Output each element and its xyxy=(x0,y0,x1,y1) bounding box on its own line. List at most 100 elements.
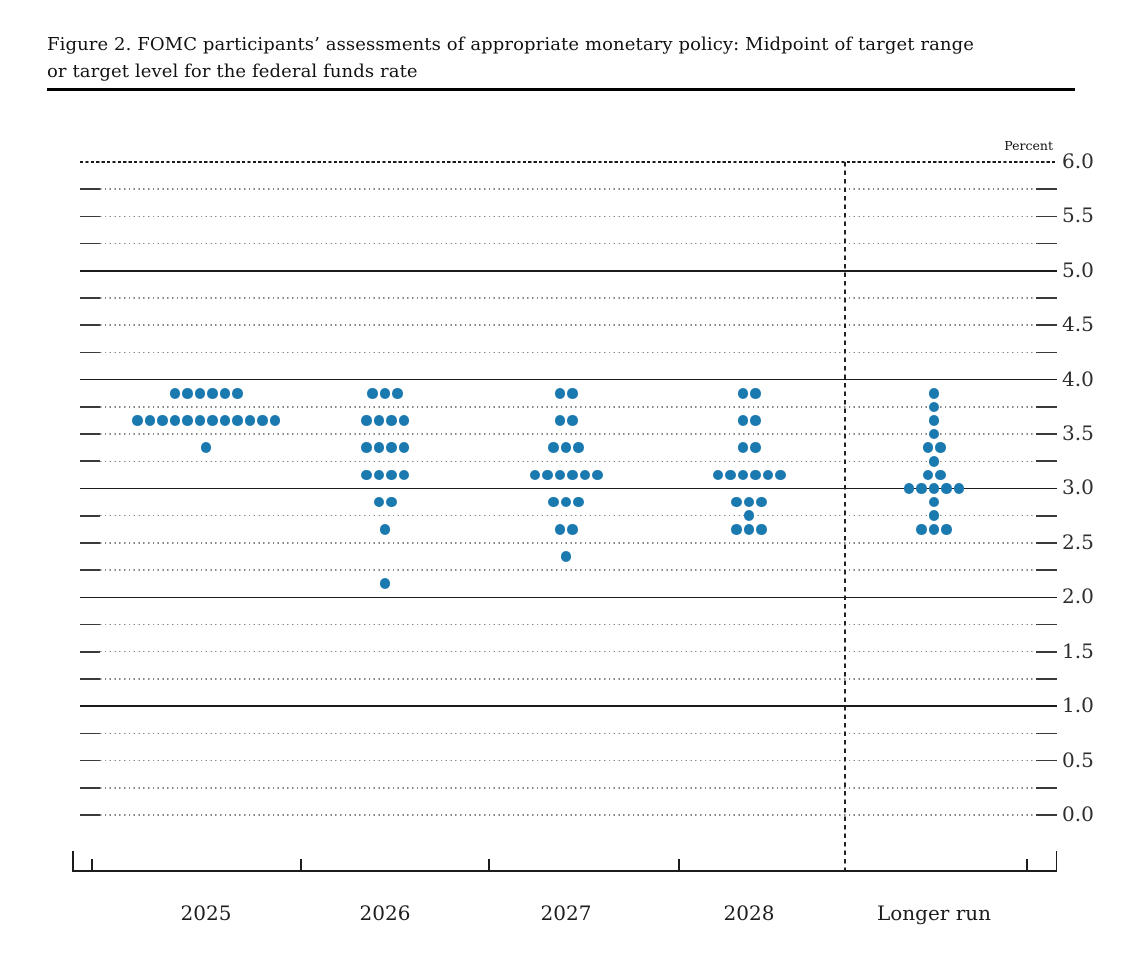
fomc-dot xyxy=(731,524,742,535)
fomc-dot xyxy=(219,388,230,399)
fomc-dot xyxy=(392,388,403,399)
y-axis-label-5.0: 5.0 xyxy=(1062,257,1094,282)
fomc-dot xyxy=(232,388,243,399)
fomc-dot xyxy=(916,483,927,494)
fomc-dot xyxy=(398,469,409,481)
fomc-dot xyxy=(762,469,773,481)
fomc-dot xyxy=(941,524,952,535)
gridline-dotted-2.75 xyxy=(100,514,1036,517)
fomc-dot xyxy=(157,415,168,426)
x-axis-tick xyxy=(488,858,490,870)
fomc-dot xyxy=(529,469,540,481)
gridline-dotted-0.75 xyxy=(100,732,1036,735)
fomc-dot xyxy=(269,415,280,426)
fomc-dot xyxy=(928,496,940,508)
fomc-dot xyxy=(743,510,755,521)
y-axis-label-2.0: 2.0 xyxy=(1062,584,1094,609)
fomc-dot xyxy=(373,415,384,426)
fomc-dot xyxy=(928,388,940,399)
gridline-left-stub-0.25 xyxy=(80,786,100,789)
gridline-right-stub-4.75 xyxy=(1036,297,1057,299)
gridline-left-stub-4.75 xyxy=(80,297,100,299)
fomc-dot xyxy=(916,524,927,535)
fomc-dot xyxy=(379,578,391,589)
gridline-left-stub-3.25 xyxy=(80,460,100,463)
gridline-left-stub-0.5 xyxy=(80,759,100,762)
gridline-left-stub-0 xyxy=(80,814,100,816)
fomc-dot xyxy=(743,524,755,535)
fomc-dot xyxy=(386,469,397,481)
gridline-right-stub-2.5 xyxy=(1036,542,1057,544)
fomc-dot xyxy=(554,524,565,535)
fomc-dot xyxy=(398,442,409,453)
gridline-left-stub-3.5 xyxy=(80,433,100,435)
x-axis-tick xyxy=(300,858,302,870)
gridline-dotted-5.75 xyxy=(100,188,1036,190)
fomc-dot xyxy=(928,415,940,426)
gridline-dotted-3.25 xyxy=(100,460,1036,463)
gridline-left-stub-5.25 xyxy=(80,242,100,245)
fomc-dot xyxy=(903,483,915,494)
y-axis-label-4.5: 4.5 xyxy=(1062,312,1094,337)
fomc-dot xyxy=(144,415,155,426)
fomc-dot xyxy=(200,442,212,453)
fomc-dot xyxy=(169,388,180,399)
fomc-dot xyxy=(373,469,384,481)
fomc-dot xyxy=(775,469,786,481)
fomc-dot xyxy=(548,496,559,508)
y-axis-label-1.0: 1.0 xyxy=(1062,693,1094,718)
fomc-dot xyxy=(386,442,397,453)
fomc-dot xyxy=(244,415,255,426)
fomc-dot xyxy=(132,415,143,426)
y-axis-label-1.5: 1.5 xyxy=(1062,638,1094,663)
fomc-dot xyxy=(935,469,946,481)
fomc-dot xyxy=(257,415,268,426)
fomc-dot xyxy=(361,442,372,453)
gridline-left-stub-4.25 xyxy=(80,351,100,354)
fomc-dot xyxy=(567,388,578,399)
y-axis-label-0.0: 0.0 xyxy=(1062,801,1094,826)
fomc-dot xyxy=(373,496,384,508)
fomc-dot xyxy=(207,415,218,426)
fomc-dot xyxy=(750,388,761,399)
fomc-dot xyxy=(194,415,205,426)
gridline-dotted-5.25 xyxy=(100,242,1036,245)
fomc-dot xyxy=(379,388,391,399)
gridline-dotted-0.5 xyxy=(100,759,1036,762)
fomc-dot xyxy=(928,510,940,521)
gridline-dotted-4.75 xyxy=(100,297,1036,299)
gridline-right-stub-4.5 xyxy=(1036,324,1057,327)
fomc-dot xyxy=(542,469,553,481)
y-axis-label-2.5: 2.5 xyxy=(1062,529,1094,554)
gridline-right-stub-5.5 xyxy=(1036,215,1057,218)
fomc-dot xyxy=(756,524,767,535)
fomc-dot xyxy=(922,469,933,481)
fomc-dot xyxy=(928,524,940,535)
gridline-right-stub-5.25 xyxy=(1036,242,1057,245)
gridline-dotted-4.25 xyxy=(100,351,1036,354)
fomc-dot xyxy=(367,388,378,399)
fomc-dot xyxy=(567,524,578,535)
figure-title-line2: or target level for the federal funds ra… xyxy=(47,61,418,82)
gridline-dotted-1.75 xyxy=(100,623,1036,626)
x-axis-tick xyxy=(1026,858,1028,870)
gridline-dotted-0 xyxy=(100,814,1036,816)
fomc-dot xyxy=(737,469,748,481)
fomc-dot xyxy=(207,388,218,399)
y-axis-label-4.0: 4.0 xyxy=(1062,366,1094,391)
gridline-left-stub-0.75 xyxy=(80,732,100,735)
fomc-dot xyxy=(169,415,180,426)
gridline-left-stub-4.5 xyxy=(80,324,100,327)
fomc-dot xyxy=(750,469,761,481)
gridline-dotted-5.5 xyxy=(100,215,1036,218)
figure-title: Figure 2. FOMC participants’ assessments… xyxy=(47,31,1057,85)
fomc-dot xyxy=(386,415,397,426)
fomc-dot xyxy=(750,442,761,453)
fomc-dot xyxy=(579,469,590,481)
x-axis xyxy=(72,869,1057,872)
fomc-dot xyxy=(219,415,230,426)
fomc-dot xyxy=(592,469,603,481)
fomc-dot xyxy=(379,524,391,535)
gridline-right-stub-1.25 xyxy=(1036,678,1057,680)
fomc-dot xyxy=(737,442,748,453)
